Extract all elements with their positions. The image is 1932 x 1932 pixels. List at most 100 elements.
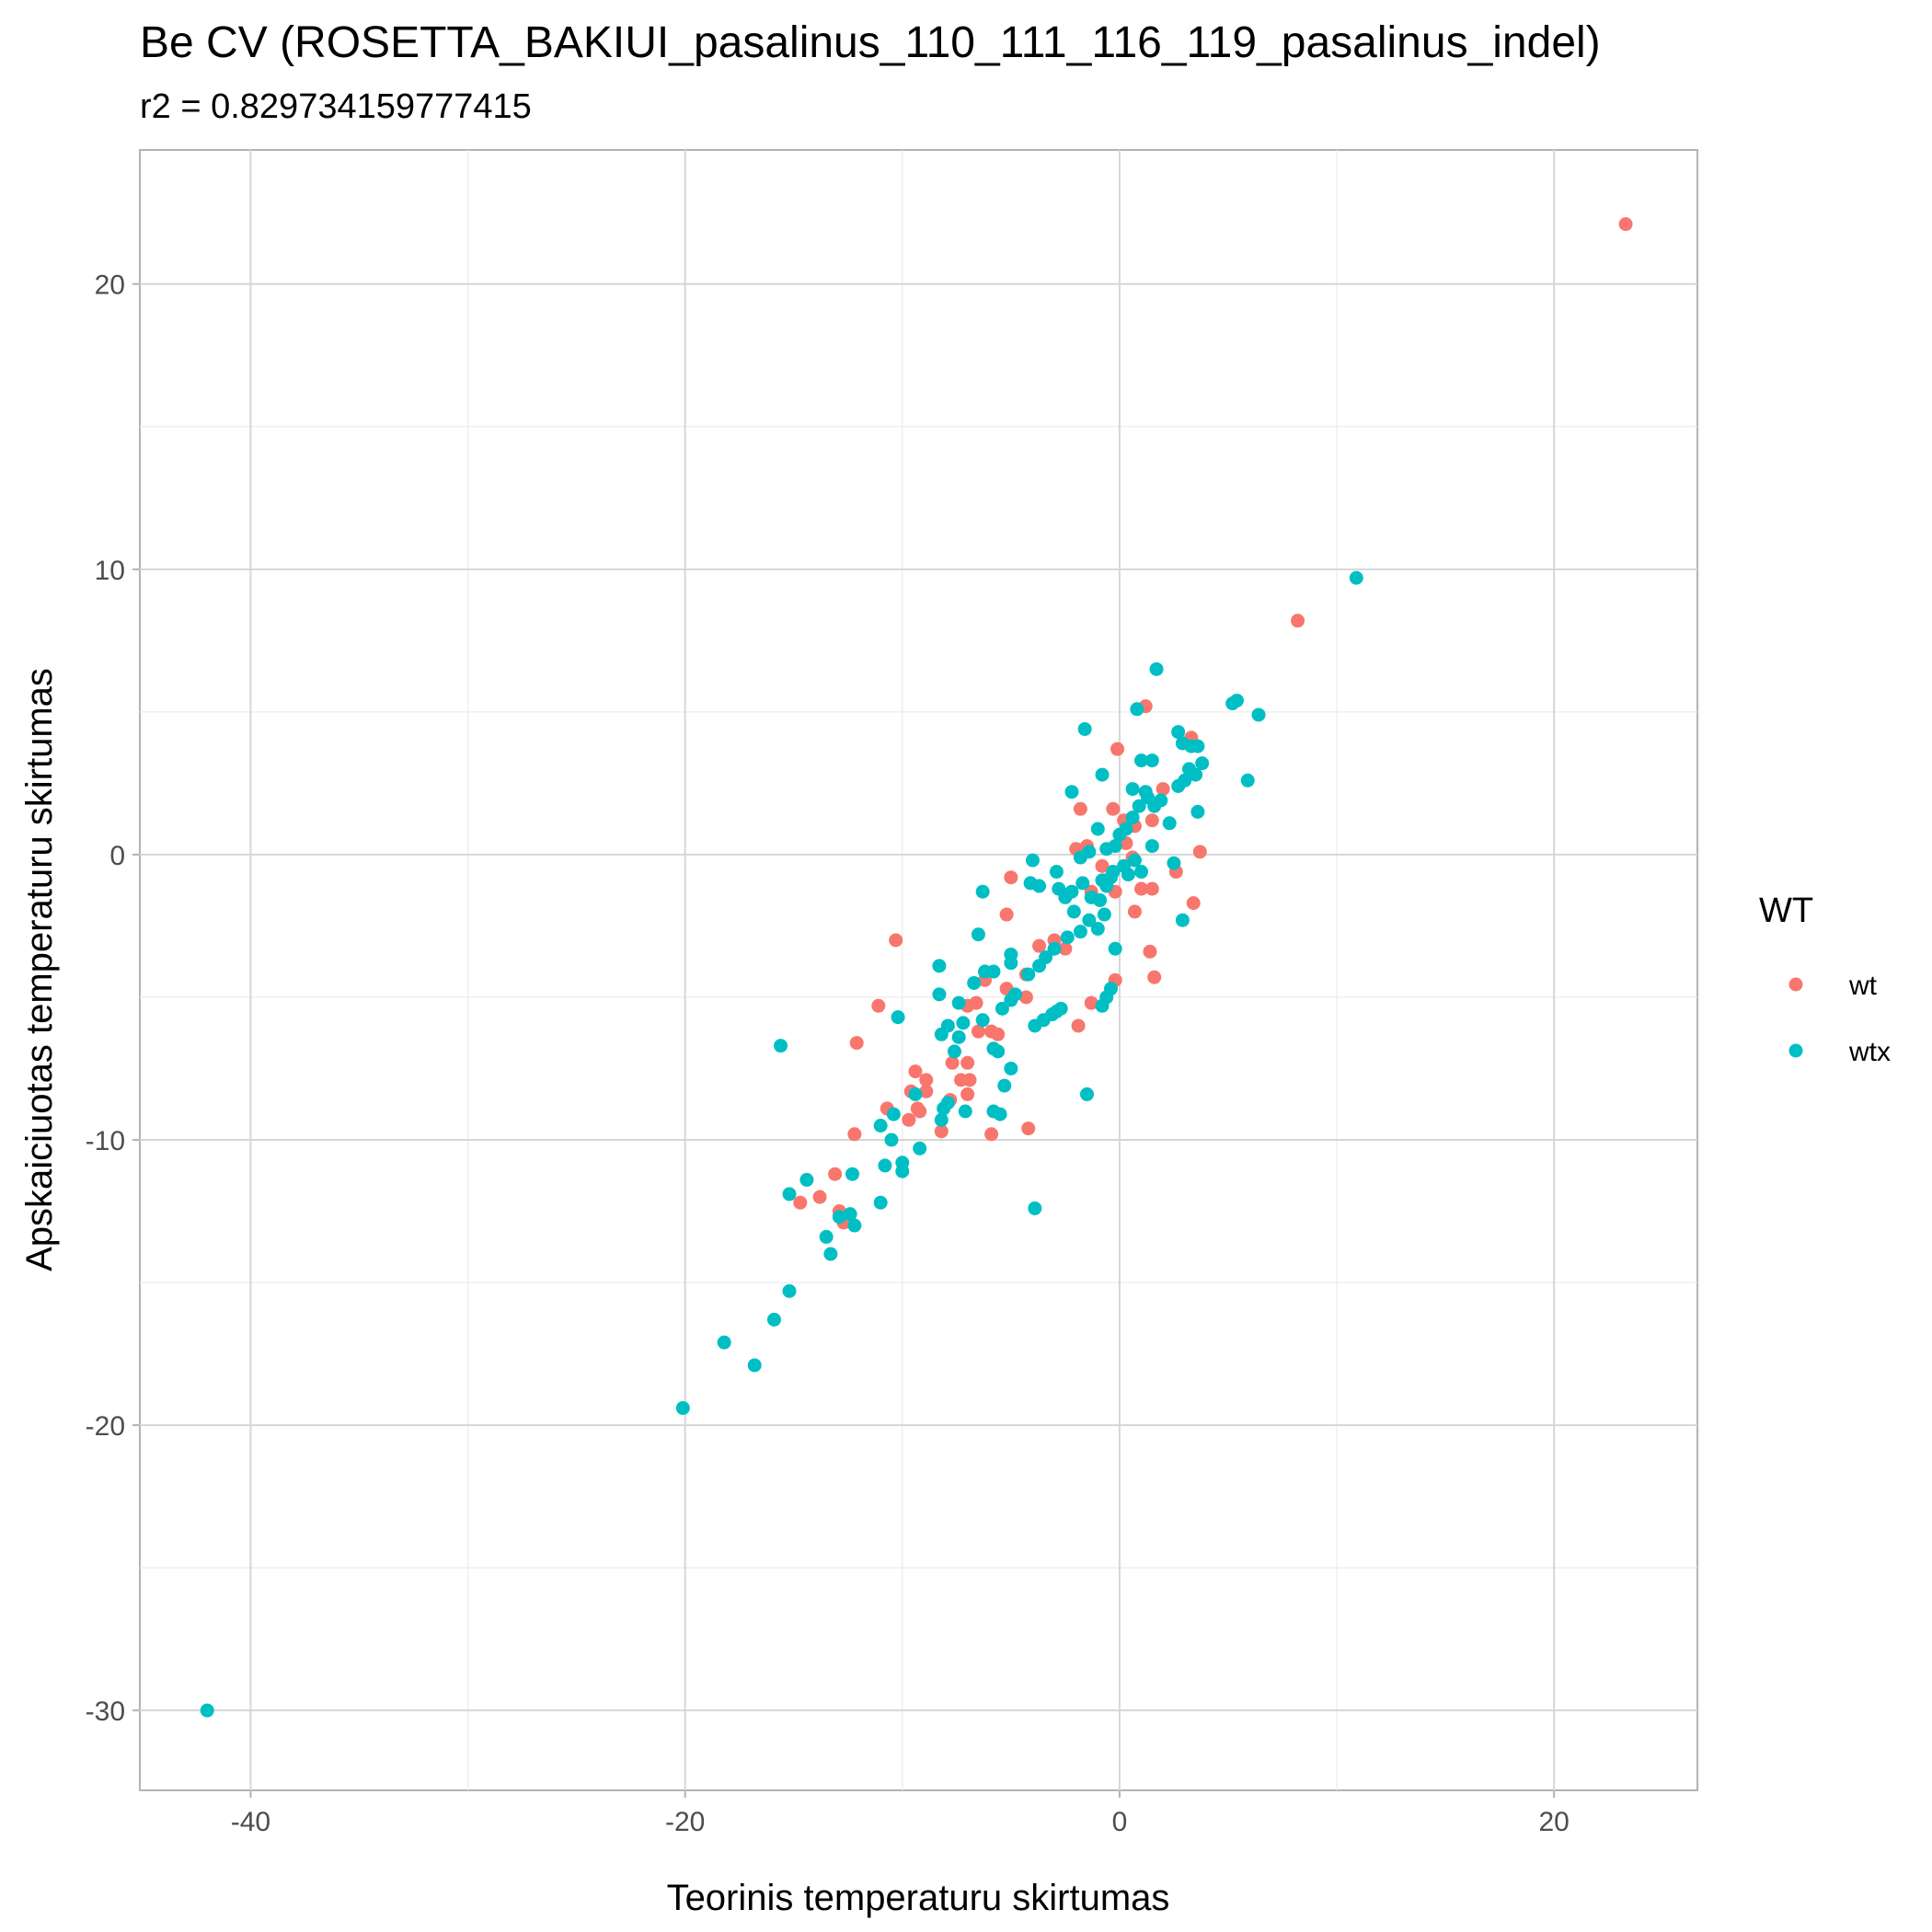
point-wtx — [1138, 785, 1153, 799]
point-wt — [1071, 1018, 1086, 1033]
series-wtx — [200, 570, 1363, 1718]
point-wt — [934, 1124, 949, 1139]
data-points — [200, 217, 1633, 1718]
point-wtx — [1130, 702, 1144, 717]
x-axis-title: Teorinis temperaturu skirtumas — [667, 1878, 1170, 1918]
point-wtx — [993, 1107, 1007, 1121]
legend-label-wtx: wtx — [1848, 1037, 1891, 1067]
point-wt — [793, 1195, 808, 1210]
point-wtx — [1121, 868, 1135, 882]
y-tick-label: -10 — [86, 1126, 125, 1156]
point-wt — [1058, 941, 1073, 956]
point-wtx — [1097, 907, 1111, 922]
point-wtx — [947, 1044, 961, 1059]
point-wtx — [1090, 822, 1105, 836]
point-wtx — [1175, 913, 1190, 927]
point-wt — [849, 1036, 864, 1051]
point-wt — [962, 1073, 977, 1087]
point-wtx — [886, 1107, 901, 1121]
point-wtx — [1060, 930, 1075, 945]
y-tick-label: 20 — [95, 270, 125, 301]
point-wtx — [1190, 804, 1205, 819]
x-tick-label: 0 — [1112, 1807, 1128, 1837]
point-wtx — [1008, 987, 1023, 1002]
x-tick-label: -40 — [231, 1807, 270, 1837]
point-wtx — [1144, 839, 1159, 854]
y-tick-label: 0 — [109, 841, 125, 871]
point-wtx — [1189, 767, 1203, 782]
point-wtx — [1079, 1087, 1094, 1101]
x-tick-label: 20 — [1538, 1807, 1569, 1837]
point-wtx — [986, 964, 1001, 979]
chart-title: Be CV (ROSETTA_BAKIUI_pasalinus_110_111_… — [140, 18, 1601, 67]
point-wtx — [1108, 839, 1122, 854]
legend-title: WT — [1759, 891, 1813, 930]
point-wt — [1073, 801, 1087, 816]
point-wtx — [823, 1247, 838, 1261]
point-wt — [1186, 896, 1201, 911]
point-wtx — [995, 1001, 1009, 1016]
legend-label-wt: wt — [1848, 971, 1878, 1001]
point-wtx — [1028, 1201, 1042, 1215]
point-wt — [1021, 1121, 1036, 1136]
point-wtx — [1106, 865, 1121, 880]
point-wtx — [1090, 922, 1105, 937]
point-wtx — [1108, 941, 1122, 956]
point-wtx — [766, 1312, 781, 1327]
point-wtx — [967, 975, 982, 990]
point-wt — [1147, 970, 1162, 984]
point-wtx — [932, 959, 947, 973]
point-wt — [1110, 742, 1125, 756]
point-wt — [1084, 995, 1098, 1010]
point-wt — [812, 1190, 827, 1204]
point-wtx — [873, 1118, 888, 1133]
point-wtx — [913, 1141, 927, 1156]
major-gridlines — [140, 150, 1697, 1790]
point-wtx — [958, 1104, 972, 1119]
y-tick-label: 10 — [95, 556, 125, 586]
point-wt — [1144, 881, 1159, 896]
point-wt — [999, 907, 1014, 922]
point-wtx — [847, 1218, 862, 1233]
point-wtx — [1134, 865, 1149, 880]
point-wtx — [971, 927, 985, 942]
point-wt — [1106, 801, 1121, 816]
point-wt — [919, 1073, 934, 1087]
point-wt — [1004, 870, 1018, 885]
point-wtx — [1025, 853, 1040, 868]
point-wtx — [1190, 739, 1205, 753]
point-wtx — [843, 1207, 857, 1222]
point-wtx — [956, 1016, 971, 1030]
point-wtx — [1134, 753, 1149, 768]
point-wtx — [934, 1112, 949, 1127]
point-wtx — [1039, 950, 1053, 965]
point-wtx — [940, 1018, 955, 1033]
y-tick-label: -20 — [86, 1411, 125, 1442]
point-wt — [1095, 858, 1110, 873]
point-wtx — [997, 1078, 1012, 1093]
point-wt — [1134, 881, 1149, 896]
point-wtx — [200, 1703, 214, 1718]
point-wtx — [1167, 856, 1181, 870]
legend-key-wt — [1788, 977, 1803, 992]
point-wtx — [878, 1158, 892, 1173]
series-wt — [793, 217, 1633, 1230]
point-wt — [1143, 944, 1157, 959]
point-wt — [945, 1055, 960, 1070]
point-wt — [1032, 938, 1047, 953]
legend-key-wtx — [1788, 1043, 1803, 1058]
point-wtx — [1162, 816, 1177, 831]
point-wt — [871, 998, 886, 1013]
point-wtx — [891, 1010, 905, 1025]
point-wtx — [1144, 753, 1159, 768]
point-wt — [919, 1084, 934, 1098]
point-wt — [828, 1167, 843, 1181]
legend: WT wt wtx — [1759, 891, 1891, 1067]
point-wt — [960, 1087, 975, 1101]
point-wt — [960, 1055, 975, 1070]
point-wtx — [1349, 570, 1363, 585]
point-wtx — [1032, 879, 1047, 893]
point-wtx — [1171, 725, 1186, 740]
point-wtx — [940, 1096, 955, 1110]
